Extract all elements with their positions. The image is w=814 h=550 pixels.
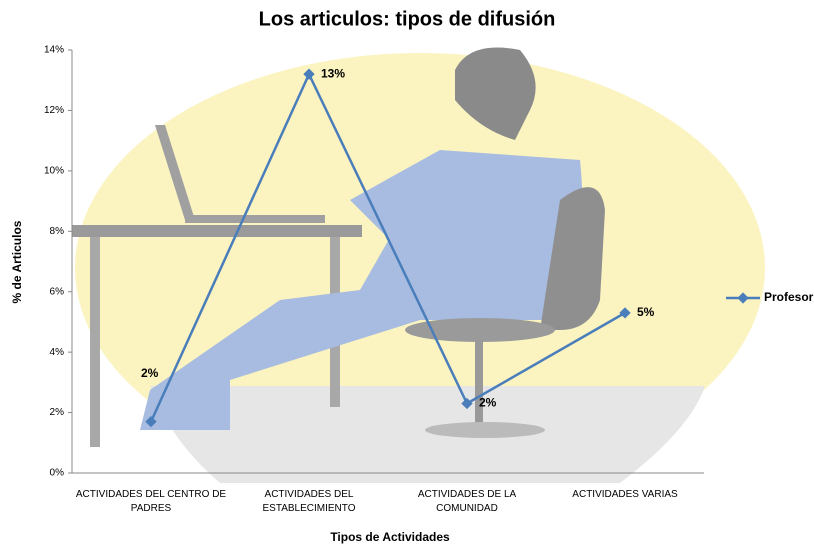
marker bbox=[145, 415, 157, 428]
data-label: 2% bbox=[141, 366, 159, 380]
x-tick-label: ACTIVIDADES VARIAS bbox=[572, 489, 678, 500]
y-tick-label: 4% bbox=[50, 347, 65, 358]
data-label: 2% bbox=[479, 396, 497, 410]
x-tick-label: ACTIVIDADES DEL CENTRO DE PADRES bbox=[75, 489, 227, 514]
x-axis-label: Tipos de Actividades bbox=[330, 530, 450, 544]
marker bbox=[619, 307, 631, 319]
y-tick-label: 14% bbox=[44, 45, 64, 56]
data-label: 13% bbox=[321, 66, 345, 80]
y-tick-label: 8% bbox=[50, 226, 65, 237]
x-tick-label: ACTIVIDADES DEL ESTABLECIMIENTO bbox=[262, 489, 356, 514]
legend-marker bbox=[737, 292, 749, 304]
legend-label: Profesor bbox=[764, 290, 814, 304]
y-tick-label: 12% bbox=[44, 105, 64, 116]
background-art bbox=[72, 47, 765, 483]
y-axis-label: % de Articulos bbox=[10, 220, 24, 303]
chart-title: Los articulos: tipos de difusión bbox=[259, 8, 556, 30]
y-tick-label: 2% bbox=[50, 407, 65, 418]
x-tick-label: ACTIVIDADES DE LA COMUNIDAD bbox=[417, 489, 517, 514]
y-tick-label: 0% bbox=[50, 468, 65, 479]
y-tick-label: 10% bbox=[44, 165, 64, 176]
y-tick-label: 6% bbox=[50, 286, 65, 297]
marker bbox=[461, 397, 473, 410]
line bbox=[149, 71, 626, 423]
data-label: 5% bbox=[637, 305, 655, 319]
